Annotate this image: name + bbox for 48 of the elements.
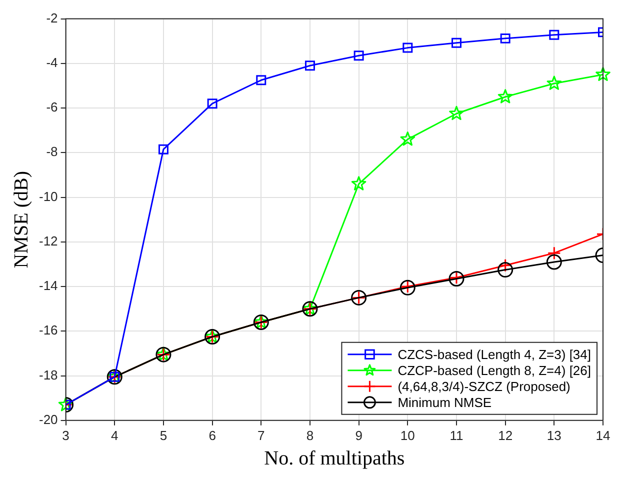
y-tick-label: -12	[38, 233, 58, 248]
x-tick-label: 11	[450, 428, 464, 443]
x-tick-label: 9	[355, 428, 362, 443]
x-tick-label: 10	[400, 428, 415, 443]
x-tick-label: 14	[596, 428, 610, 443]
legend-label: Minimum NMSE	[398, 394, 492, 410]
x-tick-label: 3	[62, 428, 70, 443]
y-tick-label: -16	[38, 322, 58, 338]
point	[547, 246, 561, 260]
x-tick-label: 12	[498, 428, 513, 443]
legend-label: CZCP-based (Length 8, Z=4) [26]	[398, 362, 592, 378]
x-axis-title: No. of multipaths	[264, 447, 405, 470]
point	[596, 66, 610, 81]
point	[451, 38, 462, 48]
y-tick-label: -4	[46, 55, 58, 70]
x-tick-label: 6	[208, 428, 216, 443]
point	[58, 397, 74, 412]
y-axis-title: NMSE (dB)	[10, 170, 32, 268]
point	[207, 98, 218, 109]
point	[158, 144, 168, 154]
point	[498, 258, 512, 272]
x-tick-label: 4	[111, 428, 118, 443]
legend-label: (4,64,8,3/4)-SZCZ (Proposed)	[398, 378, 570, 394]
y-tick-label: -14	[38, 278, 58, 294]
x-tick-label: 13	[546, 428, 562, 443]
point	[549, 30, 560, 40]
x-tick-label: 8	[306, 428, 314, 443]
legend-label: CZCS-based (Length 4, Z=3) [34]	[398, 346, 592, 362]
point	[546, 254, 562, 270]
point	[354, 50, 364, 61]
point	[256, 75, 266, 86]
y-tick-label: -6	[46, 100, 58, 115]
y-tick-label: -18	[38, 367, 58, 382]
point	[400, 132, 416, 146]
y-tick-label: -20	[38, 412, 58, 427]
point	[304, 60, 315, 71]
point	[498, 89, 513, 104]
point	[351, 176, 366, 190]
point	[402, 42, 413, 53]
point	[546, 76, 562, 90]
x-tick-label: 7	[258, 428, 265, 443]
y-tick-label: -8	[46, 144, 58, 160]
x-tick-label: 5	[160, 428, 168, 443]
point	[500, 33, 510, 44]
point	[498, 262, 514, 278]
point	[449, 106, 464, 120]
y-tick-label: -2	[46, 10, 58, 26]
y-tick-label: -10	[38, 188, 58, 204]
